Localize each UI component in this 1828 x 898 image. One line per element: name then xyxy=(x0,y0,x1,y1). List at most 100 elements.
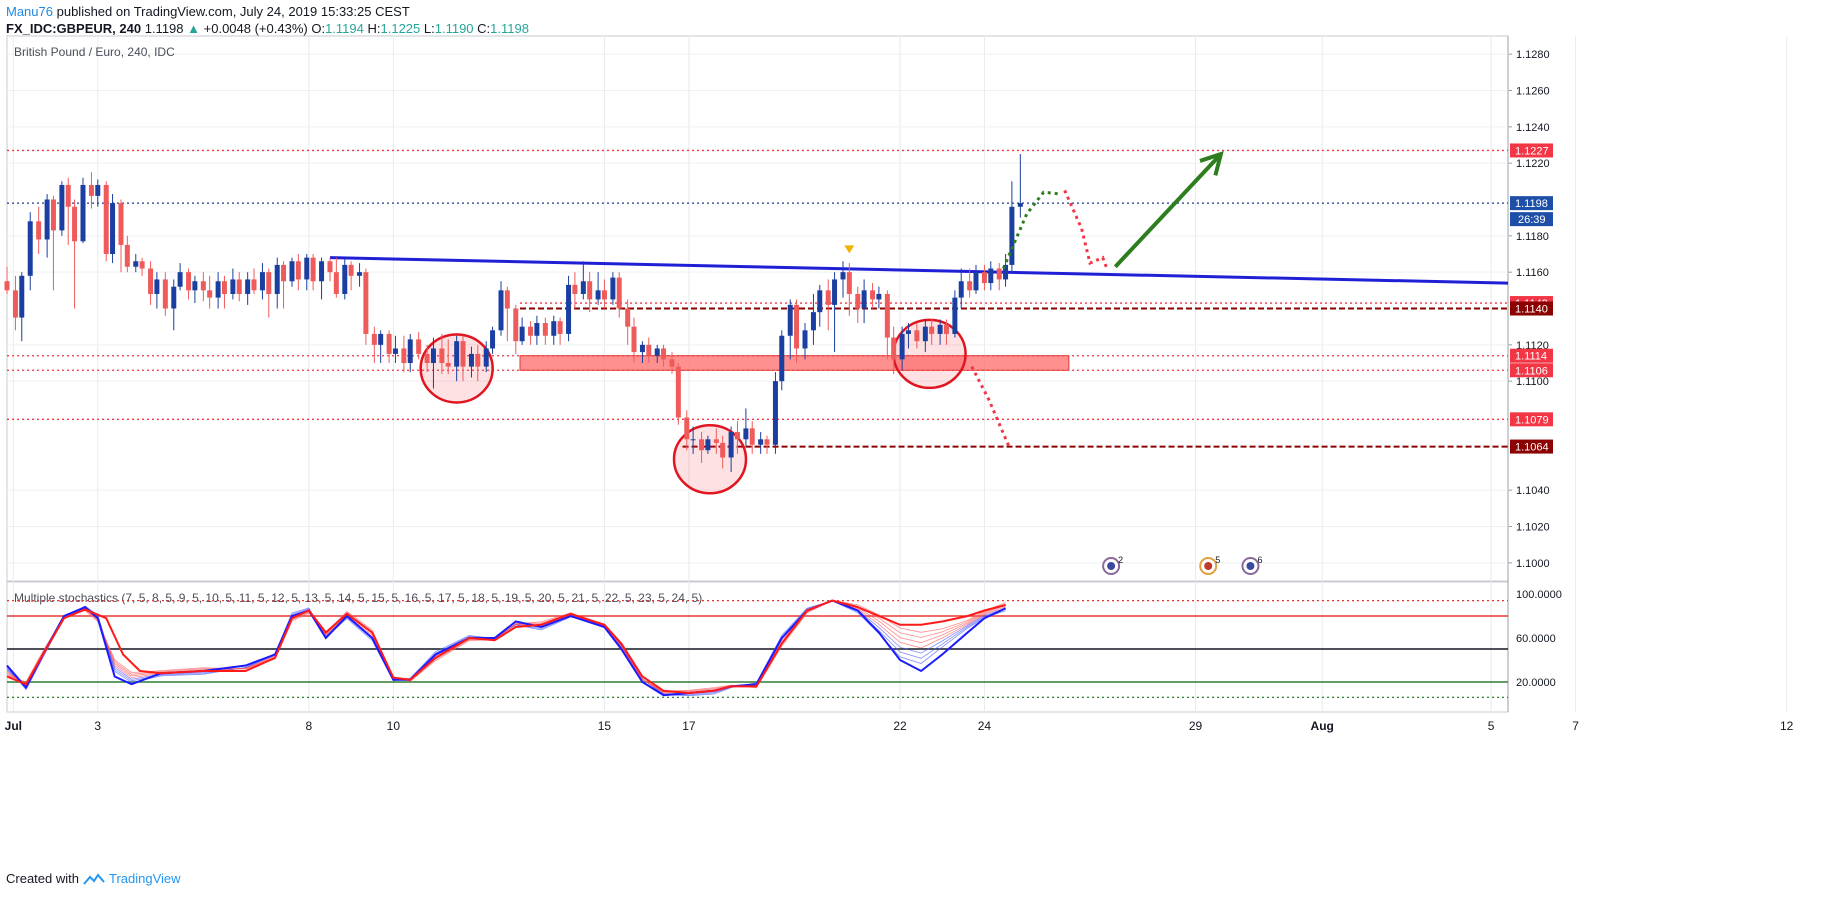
stochastic-ribbon-line xyxy=(6,600,1006,695)
candle-body xyxy=(996,268,1002,280)
candle-body xyxy=(88,184,94,196)
open-label: O: xyxy=(311,21,326,36)
candle-body xyxy=(424,353,430,363)
candle-body xyxy=(50,199,56,231)
candle-body xyxy=(504,290,510,309)
candle-body xyxy=(825,290,831,305)
candle-body xyxy=(401,348,407,363)
projection-down-path xyxy=(970,365,1012,449)
candle-body xyxy=(557,321,563,334)
x-tick-label: 24 xyxy=(978,719,992,733)
candle-body xyxy=(587,281,593,300)
candle-body xyxy=(861,290,867,309)
candle-body xyxy=(207,290,213,298)
candle-body xyxy=(772,381,778,445)
candle-body xyxy=(192,281,198,291)
candle-body xyxy=(794,304,800,349)
high-value: 1.1225 xyxy=(380,21,421,36)
change-arrow-icon: ▲ xyxy=(187,21,201,36)
y-tick-label: 1.1000 xyxy=(1516,558,1550,570)
candle-body xyxy=(855,293,861,309)
candle-body xyxy=(519,326,525,342)
candle-body xyxy=(840,272,846,280)
candle-body xyxy=(230,279,236,294)
price-chart[interactable]: Jul38101517222429Aug5712141.12801.12601.… xyxy=(0,0,1828,860)
candle-body xyxy=(720,442,726,458)
candle-body xyxy=(616,277,622,309)
target-arrow-head-icon xyxy=(1199,151,1224,176)
oscillator-tick-label: 20.0000 xyxy=(1516,677,1556,689)
candle-body xyxy=(749,428,755,445)
price-level-box xyxy=(1510,412,1553,427)
created-with-text: Created with xyxy=(6,871,79,886)
candle-body xyxy=(669,359,675,367)
stochastic-ribbon-line xyxy=(6,599,1006,693)
open-value: 1.1194 xyxy=(325,21,364,36)
projection-down-path xyxy=(1063,189,1109,270)
stochastic-ribbon-line xyxy=(6,600,1006,696)
low-label: L: xyxy=(423,21,435,36)
candle-body xyxy=(810,312,816,331)
candle-body xyxy=(177,272,183,287)
price-change: +0.0048 (+0.43%) xyxy=(203,21,308,36)
symbol-legend: FX_IDC:GBPEUR, 240 1.1198 ▲ +0.0048 (+0.… xyxy=(6,21,529,36)
candle-body xyxy=(59,184,65,231)
x-tick-label: 29 xyxy=(1189,719,1203,733)
tradingview-link[interactable]: TradingView xyxy=(108,871,181,886)
y-tick-label: 1.1180 xyxy=(1516,231,1549,243)
candle-body xyxy=(929,326,935,334)
candle-body xyxy=(200,281,206,291)
candle-body xyxy=(357,272,363,276)
x-tick-label: Jul xyxy=(5,719,22,733)
trendline xyxy=(329,256,1509,285)
candle-body xyxy=(922,326,928,342)
candle-body xyxy=(734,432,740,440)
author-link[interactable]: Manu76 xyxy=(6,4,53,19)
y-tick-label: 1.1280 xyxy=(1516,49,1550,61)
signal-marker-icon xyxy=(844,245,855,254)
candle-body xyxy=(4,281,10,291)
candle-body xyxy=(36,221,42,240)
candle-body xyxy=(551,321,557,336)
last-price: 1.1198 xyxy=(144,21,184,36)
x-tick-label: Aug xyxy=(1311,719,1334,733)
candle-body xyxy=(876,293,882,300)
candle-body xyxy=(289,261,295,282)
candle-body xyxy=(319,261,325,282)
candle-body xyxy=(266,272,272,294)
candle-body xyxy=(542,323,548,336)
stochastic-ribbon-line xyxy=(6,600,1006,694)
candle-body xyxy=(483,348,489,367)
candle-body xyxy=(118,203,124,245)
candle-body xyxy=(80,184,86,242)
candle-body xyxy=(654,348,660,356)
candle-body xyxy=(646,344,652,356)
candle-body xyxy=(371,333,377,345)
event-icon-dot xyxy=(1107,562,1116,570)
price-level-box xyxy=(1510,439,1553,454)
countdown-label: 26:39 xyxy=(1518,214,1546,226)
candle-body xyxy=(65,184,71,207)
price-level-label: 1.1064 xyxy=(1515,442,1549,454)
candle-body xyxy=(1009,206,1015,265)
candle-body xyxy=(601,290,607,300)
candle-body xyxy=(103,184,109,254)
y-tick-label: 1.1160 xyxy=(1516,267,1549,279)
projection-up-path xyxy=(1002,190,1061,270)
candle-body xyxy=(870,290,876,300)
candle-body xyxy=(595,290,601,300)
candle-body xyxy=(281,264,287,282)
close-label: C: xyxy=(477,21,491,36)
symbol-name[interactable]: FX_IDC:GBPEUR, 240 xyxy=(6,21,142,36)
candle-body xyxy=(1017,203,1023,207)
candle-body xyxy=(572,284,578,294)
candle-body xyxy=(610,277,616,300)
candle-body xyxy=(171,286,177,309)
candle-body xyxy=(631,326,637,353)
candle-body xyxy=(259,272,265,291)
candle-body xyxy=(445,363,451,367)
publish-text: published on TradingView.com, July 24, 2… xyxy=(56,4,410,19)
candle-body xyxy=(580,281,586,294)
candle-body xyxy=(148,268,154,294)
candle-body xyxy=(905,330,911,334)
